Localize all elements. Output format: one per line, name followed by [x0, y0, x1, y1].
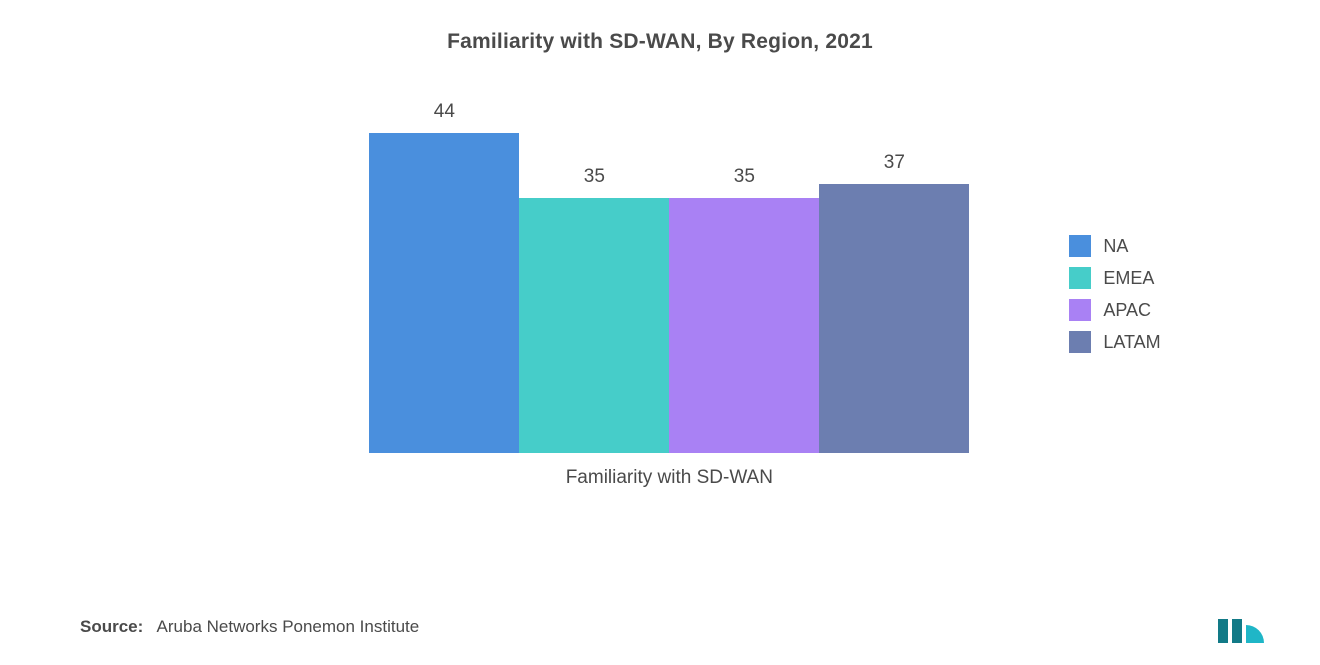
bars-group: 44 35 35 37	[359, 99, 979, 453]
chart-title: Familiarity with SD-WAN, By Region, 2021	[40, 30, 1280, 54]
legend-item-latam: LATAM	[1069, 331, 1160, 353]
legend-swatch-icon	[1069, 267, 1091, 289]
bar-value-label: 37	[884, 152, 905, 174]
bar-apac: 35	[669, 166, 819, 453]
logo-arc	[1246, 625, 1264, 643]
legend-label: EMEA	[1103, 268, 1154, 289]
bar-value-label: 35	[584, 166, 605, 188]
bar-rect-apac	[669, 198, 819, 453]
legend-swatch-icon	[1069, 299, 1091, 321]
source-line: Source: Aruba Networks Ponemon Institute	[80, 617, 419, 637]
legend-item-apac: APAC	[1069, 299, 1160, 321]
bar-na: 44	[369, 101, 519, 453]
bar-rect-emea	[519, 198, 669, 453]
bar-rect-latam	[819, 184, 969, 453]
logo-bar-1	[1218, 619, 1228, 643]
legend-swatch-icon	[1069, 235, 1091, 257]
legend: NA EMEA APAC LATAM	[1069, 235, 1160, 353]
plot-row: 44 35 35 37 Familiarity with SD-WAN	[40, 64, 1280, 524]
bar-latam: 37	[819, 152, 969, 453]
source-text: Aruba Networks Ponemon Institute	[157, 617, 420, 636]
source-label: Source:	[80, 617, 143, 636]
legend-swatch-icon	[1069, 331, 1091, 353]
logo-bar-2	[1232, 619, 1242, 643]
legend-label: LATAM	[1103, 332, 1160, 353]
bar-emea: 35	[519, 166, 669, 453]
legend-item-na: NA	[1069, 235, 1160, 257]
legend-item-emea: EMEA	[1069, 267, 1160, 289]
legend-label: APAC	[1103, 300, 1151, 321]
bars-area: 44 35 35 37 Familiarity with SD-WAN	[359, 99, 979, 489]
bar-value-label: 35	[734, 166, 755, 188]
chart-container: Familiarity with SD-WAN, By Region, 2021…	[0, 0, 1320, 665]
x-axis-label: Familiarity with SD-WAN	[566, 467, 773, 489]
brand-logo-icon	[1216, 609, 1266, 643]
bar-value-label: 44	[434, 101, 455, 123]
legend-label: NA	[1103, 236, 1128, 257]
bar-rect-na	[369, 133, 519, 453]
